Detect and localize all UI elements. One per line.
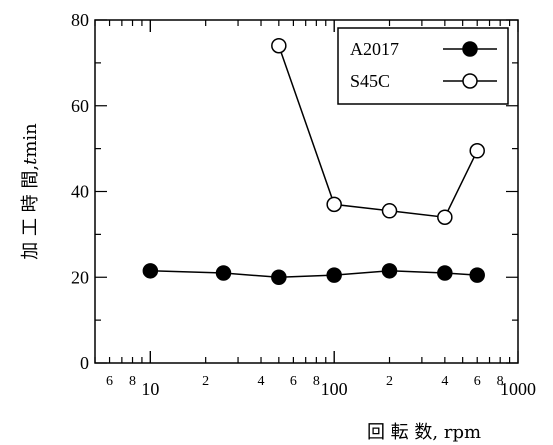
y-axis-label-unit: min: [20, 123, 41, 158]
x-tick-label: 100: [321, 379, 348, 399]
x-minor-tick-label: 4: [258, 374, 265, 389]
x-minor-tick-label: 6: [290, 374, 297, 389]
y-tick-label: 20: [71, 267, 89, 287]
series-layer: [142, 37, 485, 285]
x-minor-tick-label: 6: [474, 374, 481, 389]
x-axis-label: 回 転 数, rpm: [367, 422, 481, 443]
legend-marker-a2017: [462, 41, 478, 57]
y-tick-label: 40: [71, 182, 89, 202]
x-tick-label: 10: [141, 379, 159, 399]
data-point-s45c: [381, 203, 398, 219]
legend: A2017 S45C: [337, 27, 509, 105]
data-point-s45c: [271, 37, 287, 54]
x-minor-tick-label: 4: [441, 374, 448, 389]
y-axis-label-var: t: [20, 157, 41, 165]
legend-label-s45c: S45C: [350, 71, 390, 91]
x-minor-tick-label: 6: [106, 374, 113, 389]
y-axis-label: 加 工 時 間, t min: [20, 123, 41, 260]
data-point-a2017: [271, 269, 287, 285]
legend-label-a2017: A2017: [350, 39, 399, 59]
y-tick-label: 60: [71, 96, 89, 116]
x-tick-label: 1000: [500, 379, 536, 399]
data-point-a2017: [469, 267, 485, 283]
legend-marker-s45c: [462, 73, 478, 89]
y-tick-label: 80: [71, 10, 89, 30]
data-point-a2017: [215, 265, 232, 281]
y-axis-label-main: 加 工 時 間,: [20, 165, 41, 260]
x-minor-tick-label: 2: [386, 374, 393, 389]
x-minor-tick-label: 8: [497, 374, 504, 389]
data-point-s45c: [437, 209, 453, 225]
x-minor-tick-label: 8: [313, 374, 320, 389]
data-point-a2017: [381, 263, 398, 279]
data-point-s45c: [326, 196, 342, 213]
data-point-a2017: [437, 265, 453, 281]
y-tick-label: 0: [80, 353, 89, 373]
series-line-a2017: [150, 270, 478, 279]
x-minor-tick-label: 2: [202, 374, 209, 389]
data-point-s45c: [469, 143, 485, 159]
data-point-a2017: [142, 263, 159, 279]
legend-box: [337, 27, 509, 105]
data-point-a2017: [326, 267, 342, 283]
x-minor-tick-label: 8: [129, 374, 136, 389]
